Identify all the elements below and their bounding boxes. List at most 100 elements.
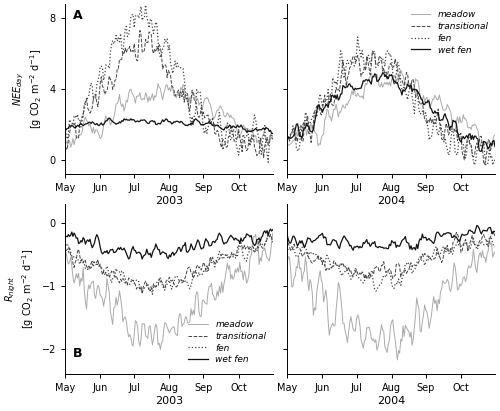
transitional [64,147,70,152]
wet fen [270,131,276,136]
transitional [482,162,488,167]
transitional [354,53,360,58]
fen [62,121,68,126]
meadow [380,328,386,332]
fen [488,235,494,240]
Text: A: A [74,9,83,22]
wet fen [268,128,274,133]
fen [268,132,274,137]
Line: transitional: transitional [65,30,272,158]
fen [265,230,271,235]
fen [142,1,148,6]
wet fen [284,233,290,238]
wet fen [381,71,387,76]
Line: fen: fen [65,3,272,162]
meadow [64,258,70,263]
fen [286,139,292,143]
fen [491,244,497,249]
meadow [134,94,140,99]
X-axis label: 2004: 2004 [377,396,406,406]
fen [270,137,276,142]
fen [142,284,148,289]
fen [64,246,70,251]
wet fen [356,246,362,251]
wet fen [478,149,484,154]
wet fen [488,143,494,148]
wet fen [62,127,68,132]
Line: wet fen: wet fen [65,229,272,259]
fen [373,289,379,293]
fen [266,233,272,238]
wet fen [474,223,480,228]
meadow [144,93,150,98]
transitional [491,231,497,236]
meadow [155,81,161,86]
wet fen [134,119,140,124]
transitional [132,53,138,58]
wet fen [64,126,70,131]
meadow [354,312,360,317]
wet fen [381,246,387,251]
wet fen [268,131,274,136]
fen [270,240,276,245]
fen [284,247,290,252]
transitional [284,139,290,144]
X-axis label: 2003: 2003 [155,396,183,406]
meadow [158,340,164,345]
fen [492,158,498,163]
meadow [268,134,274,139]
fen [365,275,371,280]
transitional [132,282,138,287]
Line: meadow: meadow [65,233,272,350]
transitional [492,145,498,150]
meadow [160,97,166,102]
transitional [270,136,276,141]
Line: wet fen: wet fen [288,73,495,151]
transitional [381,65,387,70]
transitional [268,232,274,237]
meadow [62,252,68,257]
transitional [365,59,371,64]
wet fen [492,229,498,234]
wet fen [380,70,386,75]
meadow [265,257,271,262]
meadow [380,85,386,90]
fen [266,140,272,145]
wet fen [286,240,292,245]
meadow [270,231,276,236]
transitional [268,135,274,140]
meadow [488,143,494,148]
transitional [265,232,271,237]
wet fen [158,120,164,125]
wet fen [265,233,271,238]
meadow [284,260,290,265]
fen [492,245,498,249]
meadow [266,136,272,141]
wet fen [491,139,497,143]
Line: transitional: transitional [65,234,272,293]
meadow [284,141,290,146]
wet fen [491,229,497,234]
transitional [365,276,371,281]
wet fen [62,234,68,239]
wet fen [64,234,70,239]
fen [488,153,494,158]
X-axis label: 2004: 2004 [377,196,406,206]
fen [491,158,497,163]
transitional [488,235,494,240]
meadow [354,90,360,95]
wet fen [270,227,276,232]
Legend: meadow, transitional, fen, wet fen: meadow, transitional, fen, wet fen [409,9,490,56]
fen [268,236,274,241]
fen [354,35,360,39]
wet fen [492,143,498,148]
Line: meadow: meadow [65,83,272,147]
wet fen [488,229,494,234]
fen [381,273,387,278]
Line: fen: fen [65,233,272,294]
transitional [158,279,164,284]
meadow [286,255,292,260]
Line: wet fen: wet fen [288,226,495,250]
transitional [490,229,496,234]
fen [62,252,68,256]
